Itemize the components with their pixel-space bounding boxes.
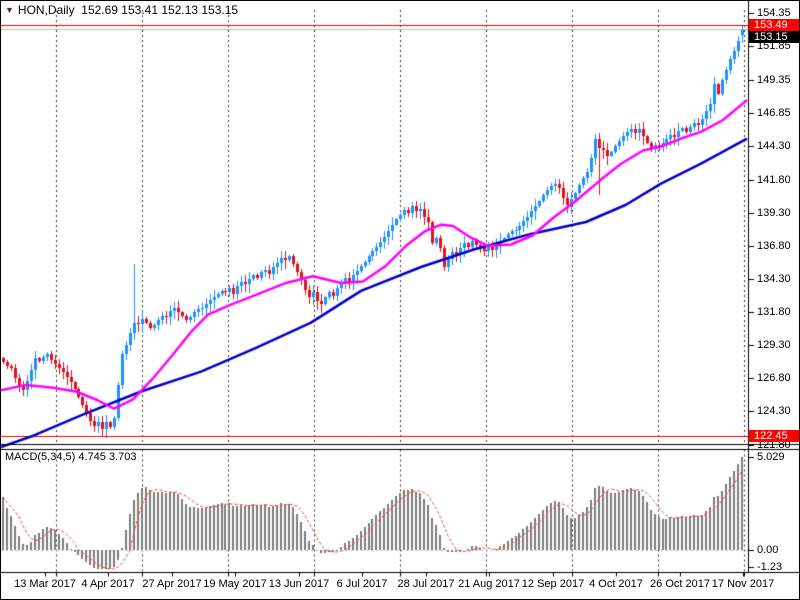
date-label: 6 Jul 2017 [336,578,388,590]
price-tick-label: 154.35 [757,7,791,20]
price-tick-label: 134.30 [757,272,791,285]
bid-price-box: 153.15 [749,31,799,43]
symbol-period-label: HON,Daily [17,3,75,17]
date-label: 26 Oct 2017 [650,578,710,590]
macd-name: MACD(5,34,5) [5,451,76,463]
ask-price-box: 153.49 [749,19,799,31]
macd-zero-label: 0.00 [757,544,779,556]
macd-min-label: -1.23 [757,561,783,573]
ohlc-values-text: 152.69 153.41 152.13 153.15 [81,3,239,17]
date-label: 4 Oct 2017 [589,578,643,590]
price-tick-label: 151.85 [757,40,791,53]
hline-price-box: 122.45 [749,430,799,442]
price-tick-label: 149.35 [757,73,791,86]
date-label: 19 May 2017 [203,578,267,590]
date-label: 4 Apr 2017 [81,578,135,590]
price-tick-label: 124.30 [757,405,791,418]
price-tick-label: 139.30 [757,206,791,219]
date-label: 13 Mar 2017 [14,578,76,590]
date-label: 21 Aug 2017 [458,578,520,590]
price-tick-label: 136.80 [757,239,791,252]
price-tick-label: 144.30 [757,140,791,153]
price-tick-label: 126.80 [757,372,791,385]
macd-current-values: 4.745 3.703 [78,451,137,463]
price-tick-label: 131.80 [757,306,791,319]
date-label: 17 Nov 2017 [711,578,775,590]
symbol-marker-icon: ▼ [5,5,14,15]
price-tick-label: 141.80 [757,173,791,186]
date-label: 27 Apr 2017 [142,578,202,590]
date-label: 12 Sep 2017 [521,578,585,590]
price-tick-label: 129.30 [757,339,791,352]
date-label: 13 Jun 2017 [268,578,330,590]
date-label: 28 Jul 2017 [397,578,455,590]
price-tick-label: 146.85 [757,106,791,119]
macd-indicator-label: MACD(5,34,5) 4.745 3.703 [5,451,136,463]
macd-max-label: 5.029 [757,451,785,463]
ohlc-info-line: ▼ HON,Daily 152.69 153.41 152.13 153.15 [5,3,238,17]
